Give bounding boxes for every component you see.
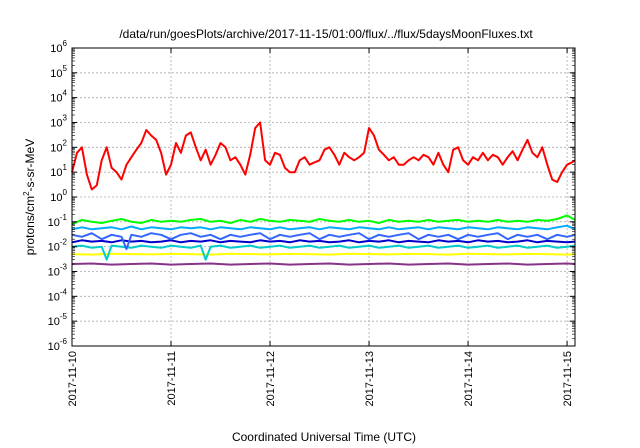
y-tick-label: 100 bbox=[50, 188, 67, 204]
y-axis-label: protons/cm2-s-sr-MeV bbox=[22, 139, 37, 255]
y-tick-label: 103 bbox=[50, 114, 67, 130]
x-axis: 2017-11-10 2017-11-11 2017-11-12 2017-11-13… bbox=[67, 48, 574, 406]
x-tick-label: 2017-11-14 bbox=[463, 351, 475, 406]
series-line bbox=[71, 232, 576, 251]
y-tick-label: 10-1 bbox=[48, 213, 68, 229]
series-line bbox=[71, 121, 576, 191]
y-tick-label: 10-2 bbox=[48, 238, 68, 254]
x-tick-label: 2017-11-11 bbox=[166, 351, 178, 406]
y-tick-label: 106 bbox=[50, 39, 67, 55]
y-axis: 10-6 10-5 10-4 10-3 10-2 10-1 100 101 102 103 104 1… bbox=[48, 39, 575, 353]
series-line bbox=[71, 239, 576, 244]
y-axis-label-rest: -s-sr-MeV bbox=[23, 139, 37, 192]
series-line bbox=[71, 244, 576, 261]
y-axis-label-sup: 2 bbox=[22, 191, 31, 196]
x-tick-label: 2017-11-13 bbox=[364, 351, 376, 406]
series-line bbox=[71, 214, 576, 226]
series-line bbox=[71, 224, 576, 231]
y-tick-label: 105 bbox=[50, 64, 67, 80]
y-tick-label: 104 bbox=[50, 89, 67, 105]
x-tick-label: 2017-11-15 bbox=[562, 351, 574, 406]
y-tick-label: 101 bbox=[50, 163, 67, 179]
series-line bbox=[71, 262, 576, 266]
x-axis-label: Coordinated Universal Time (UTC) bbox=[232, 430, 416, 444]
y-tick-label: 10-3 bbox=[48, 263, 68, 279]
y-tick-label: 10-4 bbox=[48, 287, 68, 303]
grid bbox=[72, 48, 575, 346]
series-line bbox=[71, 252, 576, 256]
y-tick-label: 102 bbox=[50, 138, 67, 154]
y-axis-label-main: protons/cm bbox=[23, 196, 37, 255]
chart-title: /data/run/goesPlots/archive/2017-11-15/0… bbox=[119, 27, 533, 41]
series-group bbox=[71, 121, 576, 266]
y-tick-label: 10-6 bbox=[48, 337, 68, 353]
plot-frame bbox=[71, 47, 576, 347]
x-tick-label: 2017-11-12 bbox=[265, 351, 277, 406]
y-tick-label: 10-5 bbox=[48, 312, 68, 328]
x-tick-label: 2017-11-10 bbox=[67, 351, 79, 406]
